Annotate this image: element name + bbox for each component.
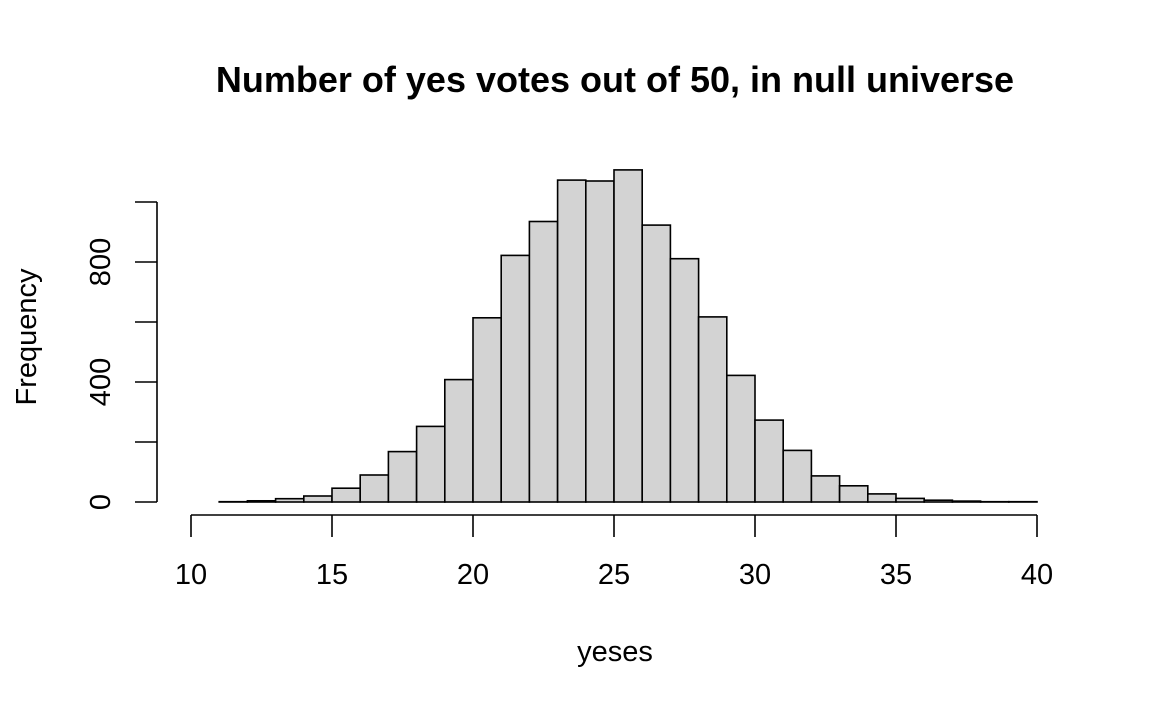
histogram-bar (951, 500, 982, 503)
histogram-bar (866, 493, 897, 503)
histogram-bar (641, 224, 672, 503)
histogram-bar (725, 374, 756, 503)
histogram-bar (415, 425, 446, 503)
histogram-bar (274, 497, 305, 503)
histogram-bar (895, 497, 926, 503)
x-tick-label: 25 (598, 559, 630, 591)
x-tick-label: 30 (739, 559, 771, 591)
histogram-bar (359, 474, 390, 503)
histogram-bar (443, 378, 474, 503)
y-axis: 0 400 800 (85, 201, 158, 510)
x-axis: 10 15 20 25 30 35 40 (175, 514, 1053, 591)
histogram-bar (331, 487, 362, 503)
histogram-bar (387, 450, 418, 503)
x-axis-label: yeses (577, 636, 653, 668)
chart-title: Number of yes votes out of 50, in null u… (216, 59, 1014, 100)
histogram-bar (697, 316, 728, 503)
y-tick-label: 800 (85, 238, 117, 286)
histogram-bar (923, 499, 954, 503)
y-tick-label: 400 (85, 358, 117, 406)
x-tick-label: 15 (316, 559, 348, 591)
histogram-bar (613, 169, 644, 503)
histogram-bar (584, 180, 615, 503)
x-tick-label: 35 (880, 559, 912, 591)
histogram-bar (838, 484, 869, 503)
histogram-bar (246, 499, 277, 503)
histogram-bar (528, 220, 559, 503)
histogram-bar (500, 254, 531, 503)
x-tick-label: 40 (1021, 559, 1053, 591)
histogram-bar (754, 419, 785, 503)
histogram-bar (302, 495, 333, 503)
y-tick-label: 0 (85, 494, 117, 510)
x-tick-label: 20 (457, 559, 489, 591)
x-tick-label: 10 (175, 559, 207, 591)
histogram-bar (556, 179, 587, 503)
histogram-bar (669, 257, 700, 503)
bars-group (218, 169, 1038, 503)
histogram-bar (782, 449, 813, 503)
y-axis-label: Frequency (11, 268, 43, 406)
histogram-bar (472, 316, 503, 503)
histogram-bar (810, 475, 841, 503)
